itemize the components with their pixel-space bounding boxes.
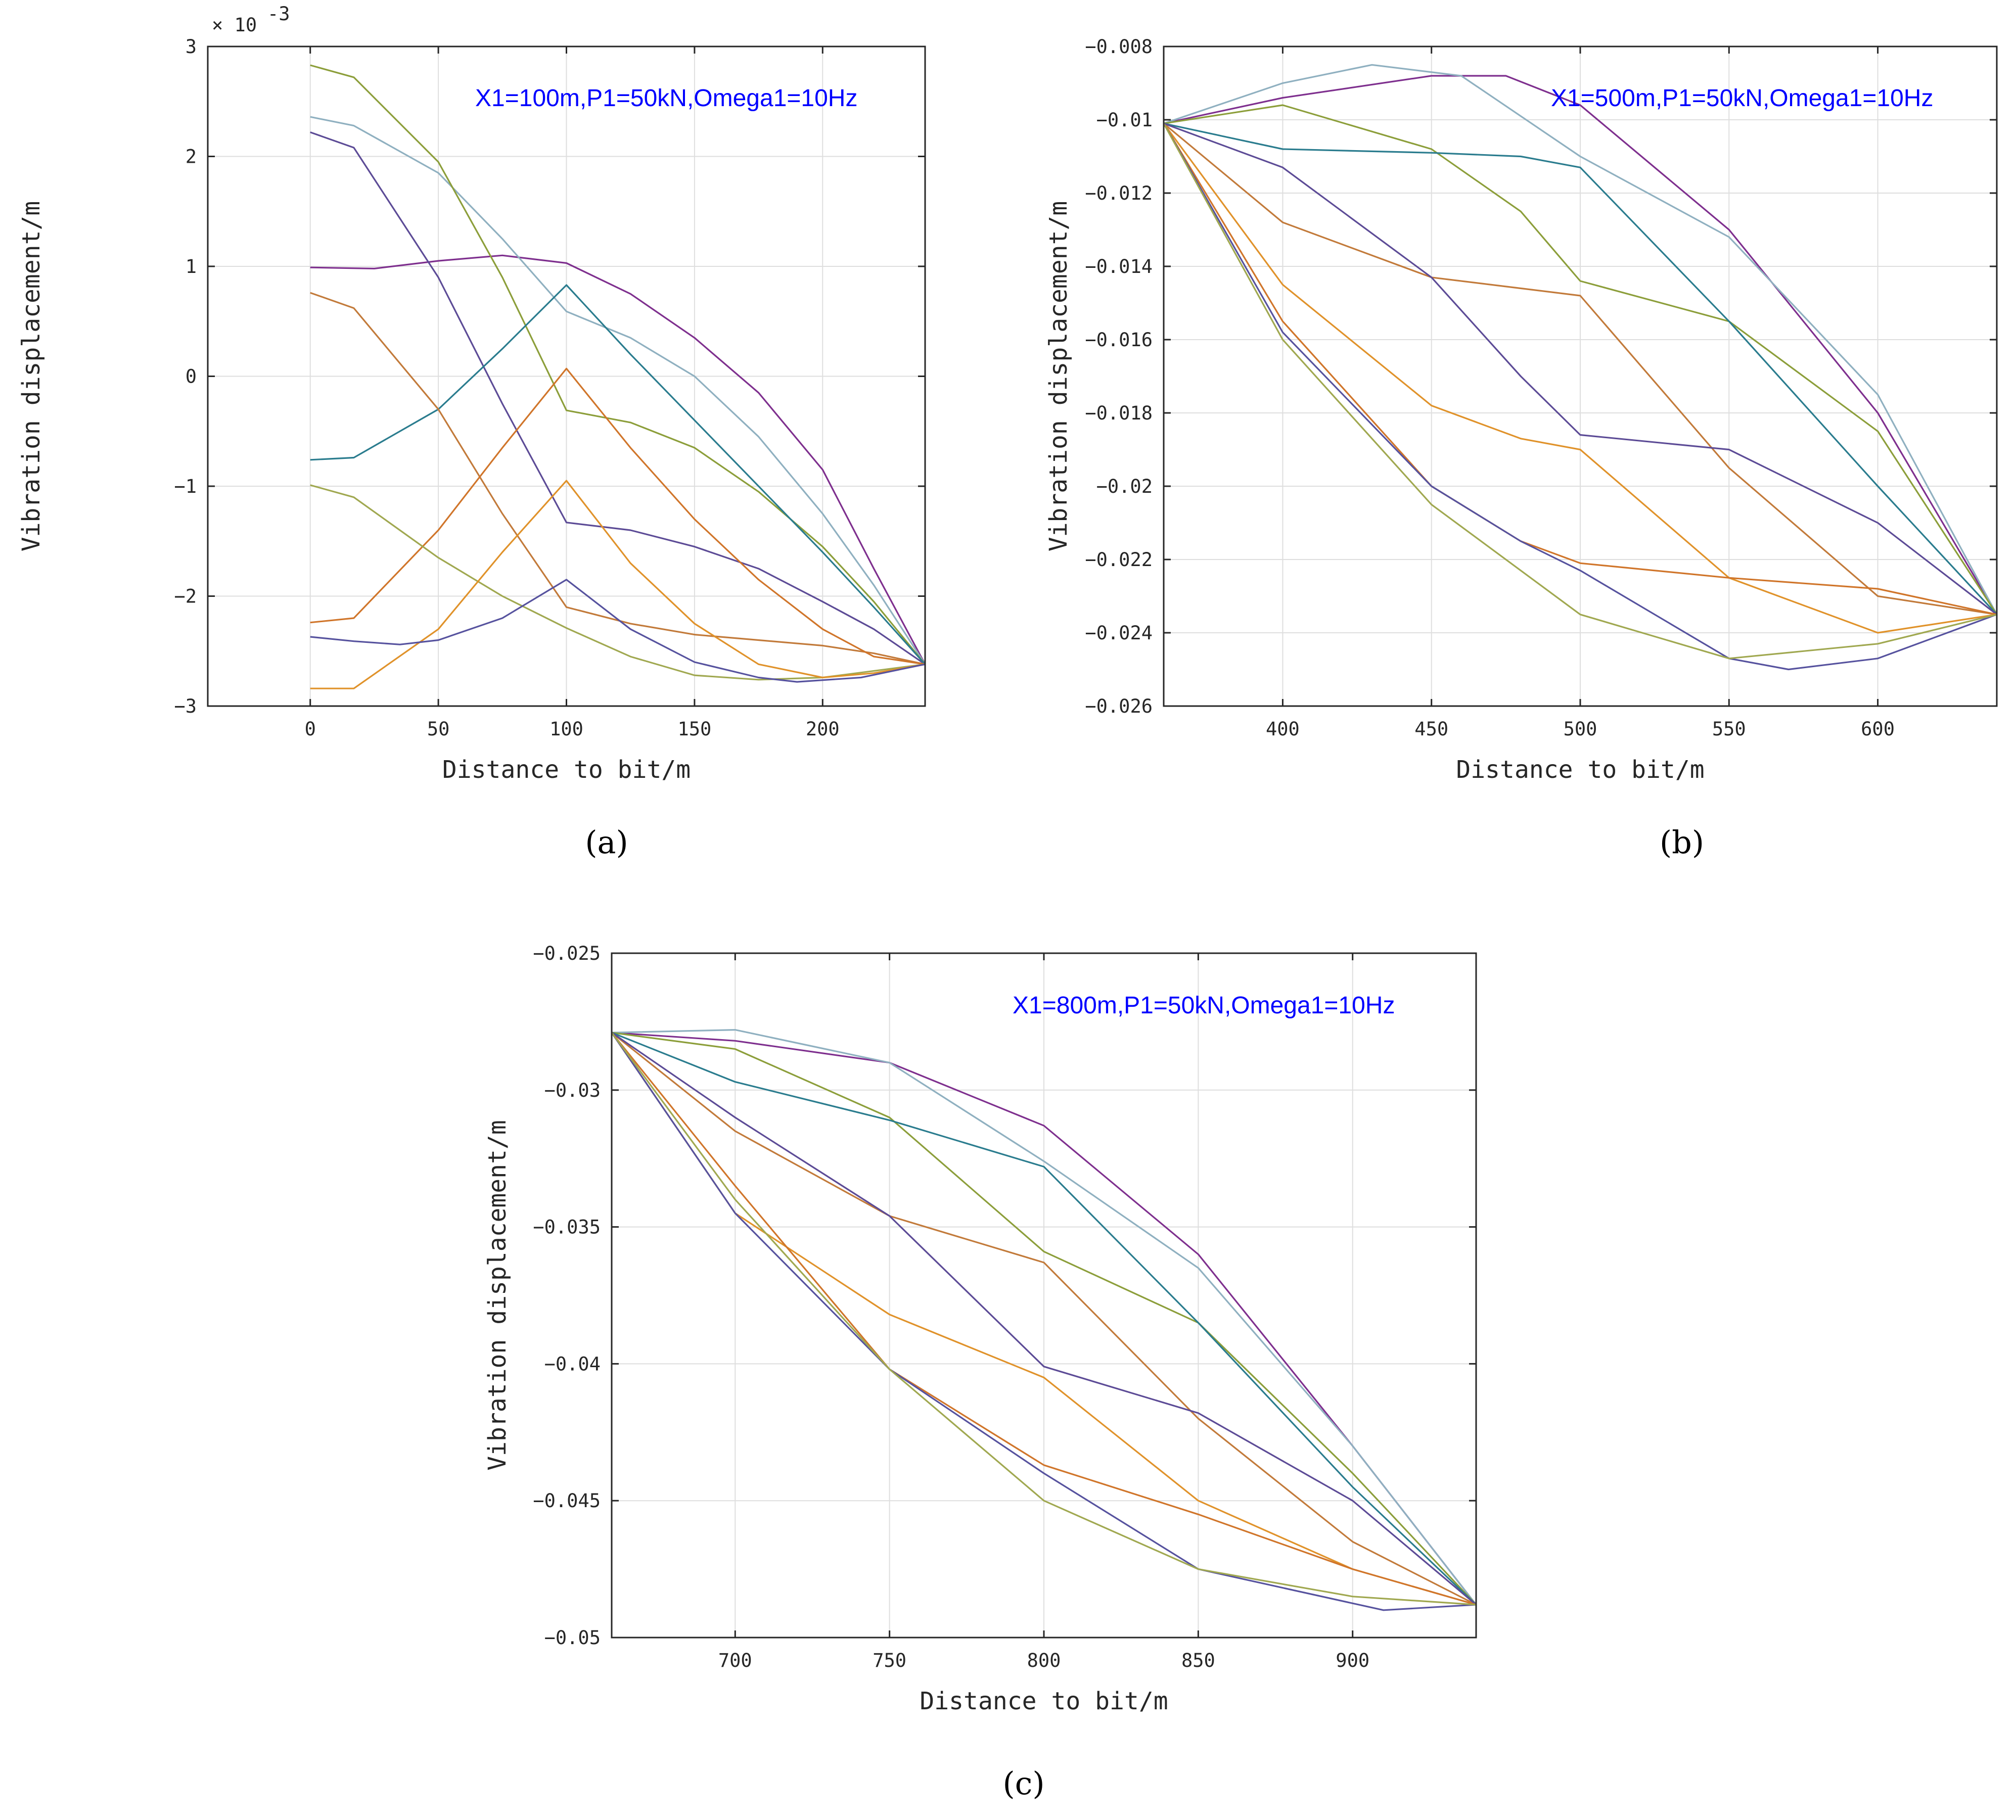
series-line-2 bbox=[310, 116, 926, 665]
y-tick-label: −0.05 bbox=[544, 1627, 601, 1649]
series-line-5 bbox=[310, 284, 926, 665]
y-tick-label: −0.01 bbox=[1096, 109, 1153, 131]
series-line-9 bbox=[611, 1032, 1477, 1611]
series-line-5 bbox=[1163, 123, 1997, 616]
series-line-7 bbox=[1163, 123, 1997, 634]
y-tick-label: −0.04 bbox=[544, 1353, 601, 1375]
y-tick-label: −0.026 bbox=[1085, 695, 1153, 717]
x-tick-label: 500 bbox=[1564, 718, 1597, 740]
series-line-10 bbox=[611, 1032, 1477, 1606]
y-tick-label: −2 bbox=[174, 586, 197, 608]
series-line-6 bbox=[310, 292, 926, 665]
series-line-4 bbox=[1163, 122, 1998, 615]
series-line-10 bbox=[1163, 123, 1997, 660]
series-line-4 bbox=[611, 1032, 1477, 1606]
panel-label: (c) bbox=[1002, 1765, 1044, 1802]
y-multiplier-exponent: -3 bbox=[267, 3, 290, 25]
x-tick-label: 600 bbox=[1861, 718, 1895, 740]
x-tick-label: 800 bbox=[1027, 1650, 1061, 1671]
x-tick-label: 450 bbox=[1414, 718, 1448, 740]
y-tick-label: −0.014 bbox=[1085, 256, 1153, 277]
series-line-4 bbox=[310, 131, 926, 665]
series-line-6 bbox=[611, 1032, 1477, 1606]
series-line-8 bbox=[1163, 123, 1997, 616]
series-line-3 bbox=[310, 64, 926, 665]
x-tick-label: 850 bbox=[1181, 1650, 1215, 1671]
y-tick-label: −0.008 bbox=[1085, 36, 1153, 58]
annotation-text: X1=100m,P1=50kN,Omega1=10Hz bbox=[475, 85, 857, 112]
series-line-1 bbox=[1163, 75, 1998, 615]
x-tick-label: 750 bbox=[873, 1650, 906, 1671]
series-line-9 bbox=[1163, 123, 1997, 671]
y-tick-label: −0.012 bbox=[1085, 182, 1153, 204]
panel-label: (b) bbox=[1660, 824, 1704, 861]
x-tick-label: 0 bbox=[305, 718, 316, 740]
series-line-7 bbox=[310, 367, 926, 665]
x-tick-label: 150 bbox=[677, 718, 711, 740]
panel-label: (a) bbox=[585, 824, 628, 861]
series-line-10 bbox=[310, 579, 926, 683]
x-axis-label: Distance to bit/m bbox=[1456, 756, 1704, 784]
y-tick-label: −3 bbox=[174, 695, 197, 717]
y-axis-label: Vibration displacement/m bbox=[1044, 201, 1073, 552]
y-tick-label: −0.035 bbox=[533, 1217, 601, 1238]
y-tick-label: −0.016 bbox=[1085, 329, 1153, 351]
chart-panel-a: 0 50 100 150 200 −3 −2 −1 0 1 2 3 × 10 -3 Distance to … bbox=[17, 3, 926, 861]
y-tick-label: 1 bbox=[186, 256, 197, 277]
y-tick-label: −0.02 bbox=[1096, 476, 1153, 497]
x-tick-label: 900 bbox=[1336, 1650, 1369, 1671]
y-tick-label: 3 bbox=[186, 36, 197, 58]
x-axis-label: Distance to bit/m bbox=[920, 1687, 1168, 1715]
y-tick-label: 0 bbox=[186, 366, 197, 388]
annotation-text: X1=500m,P1=50kN,Omega1=10Hz bbox=[1551, 85, 1933, 112]
x-tick-label: 400 bbox=[1266, 718, 1300, 740]
series-line-3 bbox=[1163, 104, 1998, 615]
y-axis-label: Vibration displacement/m bbox=[483, 1120, 512, 1471]
x-axis-label: Distance to bit/m bbox=[442, 756, 691, 784]
y-tick-label: 2 bbox=[186, 146, 197, 168]
y-tick-label: −0.024 bbox=[1085, 622, 1153, 644]
series-line-8 bbox=[611, 1032, 1477, 1606]
chart-panel-c: 700 750 800 850 900 −0.05 −0.045 −0.04 −0.035 −0.… bbox=[483, 943, 1477, 1802]
y-tick-label: −0.045 bbox=[533, 1490, 601, 1512]
x-tick-label: 100 bbox=[549, 718, 583, 740]
y-tick-label: −0.018 bbox=[1085, 402, 1153, 424]
x-tick-label: 700 bbox=[718, 1650, 752, 1671]
y-tick-label: −0.03 bbox=[544, 1080, 601, 1101]
annotation-text: X1=800m,P1=50kN,Omega1=10Hz bbox=[1013, 992, 1395, 1019]
chart-panel-b: 400 450 500 550 600 −0.026 −0.024 −0.022 −0.02 −0… bbox=[1044, 36, 1998, 861]
series-line-6 bbox=[1163, 122, 1997, 616]
series-line-1 bbox=[310, 254, 926, 665]
y-tick-label: −0.022 bbox=[1085, 549, 1153, 571]
series-line-3 bbox=[611, 1032, 1477, 1606]
series-line-2 bbox=[611, 1029, 1477, 1605]
series-line-9 bbox=[310, 480, 926, 689]
y-multiplier: × 10 bbox=[212, 14, 257, 36]
x-tick-label: 200 bbox=[806, 718, 840, 740]
x-tick-label: 50 bbox=[427, 718, 450, 740]
y-tick-label: −1 bbox=[174, 476, 197, 497]
x-tick-label: 550 bbox=[1712, 718, 1746, 740]
y-axis-label: Vibration displacement/m bbox=[17, 201, 45, 552]
series-line-5 bbox=[611, 1032, 1477, 1606]
series-line-2 bbox=[1163, 64, 1998, 615]
y-tick-label: −0.025 bbox=[533, 943, 601, 964]
